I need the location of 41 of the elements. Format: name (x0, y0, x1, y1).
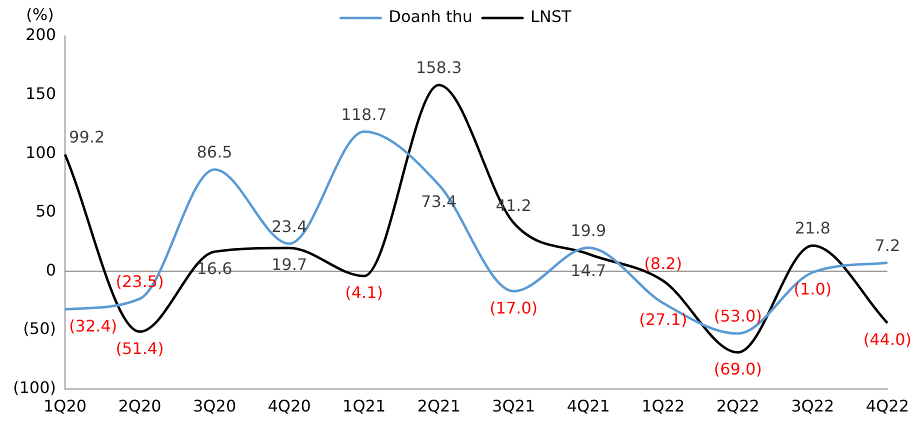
data-label: 158.3 (416, 58, 462, 78)
legend-label: Doanh thu (388, 7, 473, 26)
data-label: 21.8 (794, 218, 830, 238)
x-tick-label: 4Q20 (268, 396, 311, 416)
data-label: 7.2 (874, 236, 900, 255)
data-label: 86.5 (196, 142, 232, 162)
y-tick-label: 150 (25, 84, 56, 103)
data-label: 23.4 (272, 216, 308, 236)
x-tick-label: 4Q21 (566, 396, 610, 416)
data-label: (69.0) (714, 360, 762, 378)
x-tick-label: 3Q21 (492, 396, 536, 416)
data-label: (4.1) (345, 283, 384, 302)
x-tick-label: 4Q22 (866, 396, 910, 416)
x-tick-label: 2Q20 (118, 396, 162, 416)
data-label: (17.0) (490, 298, 538, 318)
x-tick-label: 1Q21 (342, 396, 386, 416)
y-axis-title: (%) (26, 5, 54, 24)
x-tick-label: 3Q22 (791, 396, 834, 416)
data-label: (32.4) (69, 316, 118, 336)
y-tick-label: 200 (25, 25, 56, 44)
data-label: (44.0) (863, 330, 912, 350)
data-label: 99.2 (69, 128, 105, 147)
data-label: (53.0) (714, 306, 762, 326)
x-tick-label: 3Q20 (192, 396, 236, 416)
data-label: (27.1) (639, 310, 688, 330)
x-tick-label: 1Q22 (642, 396, 685, 416)
x-tick-label: 1Q20 (43, 396, 87, 416)
data-label: 19.7 (272, 255, 308, 274)
y-tick-label: (100) (12, 378, 56, 397)
y-tick-label: (50) (23, 319, 56, 338)
data-label: 118.7 (341, 104, 387, 124)
data-label: (51.4) (116, 338, 164, 358)
y-tick-label: 0 (46, 260, 56, 280)
data-label: (1.0) (794, 280, 832, 299)
y-tick-label: 100 (25, 142, 56, 162)
data-label: (8.2) (644, 254, 682, 273)
legend-label: LNST (530, 7, 572, 26)
x-tick-label: 2Q22 (716, 396, 760, 416)
x-tick-label: 2Q21 (417, 396, 460, 416)
data-label: 19.9 (570, 220, 606, 240)
y-tick-label: 50 (36, 202, 56, 221)
